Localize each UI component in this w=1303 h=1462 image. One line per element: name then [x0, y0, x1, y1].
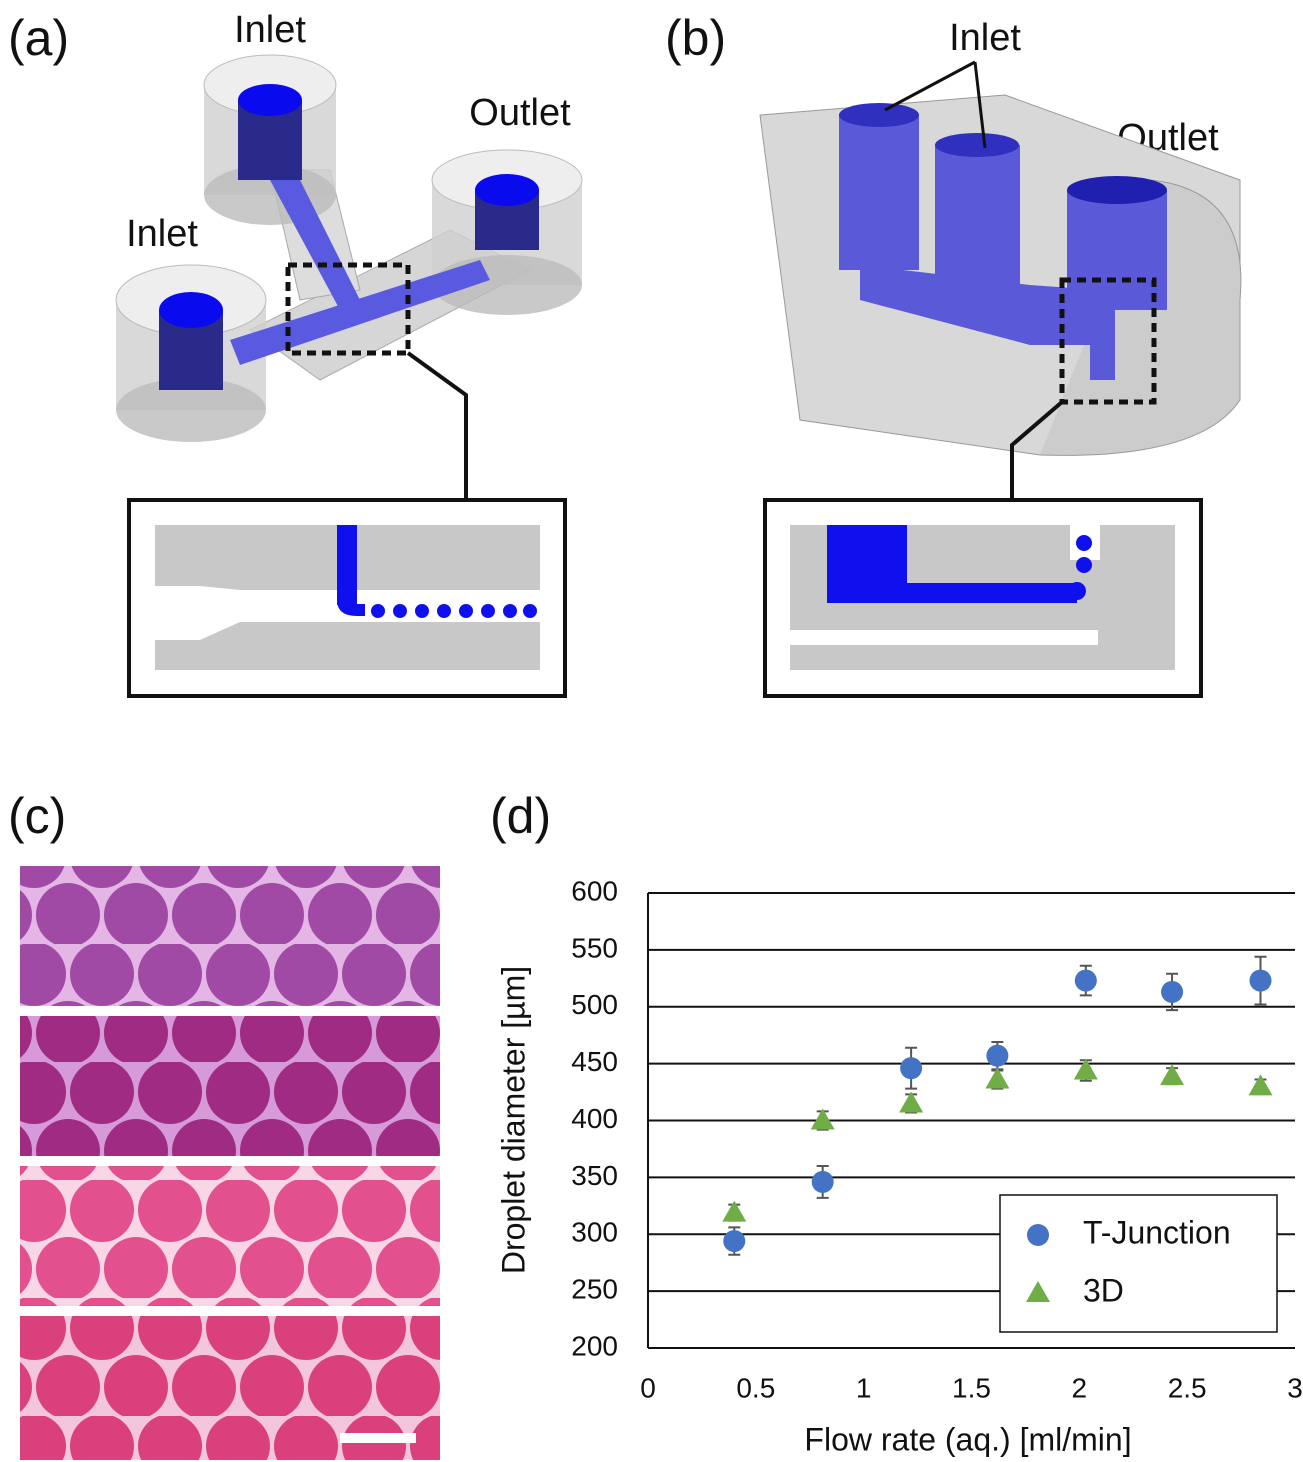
photo	[20, 1166, 440, 1306]
x-axis-label: Flow rate (aq.) [ml/min]	[804, 1421, 1131, 1457]
panel-c: (c)	[8, 788, 440, 1460]
data-point	[986, 1045, 1008, 1067]
y-tick-label: 400	[571, 1103, 618, 1134]
annotation: Inlet	[126, 213, 198, 255]
annotation: Outlet	[469, 92, 571, 134]
data-point	[1074, 1058, 1098, 1079]
x-tick-label: 0.5	[736, 1372, 775, 1403]
legend-label: 3D	[1083, 1272, 1124, 1308]
data-point	[811, 1109, 835, 1130]
panel-label: (b)	[665, 10, 726, 66]
data-point	[1248, 1074, 1272, 1095]
panel-label: (c)	[8, 788, 66, 844]
legend-label: T-Junction	[1083, 1214, 1231, 1250]
data-point	[900, 1057, 922, 1079]
x-tick-label: 2	[1072, 1372, 1088, 1403]
data-point	[1161, 981, 1183, 1003]
device-a	[116, 55, 582, 696]
photo	[20, 866, 440, 1006]
data-point	[722, 1201, 746, 1222]
y-tick-label: 550	[571, 932, 618, 963]
annotation: Inlet	[949, 17, 1021, 59]
y-tick-label: 500	[571, 989, 618, 1020]
data-point	[812, 1171, 834, 1193]
x-tick-label: 3	[1287, 1372, 1303, 1403]
y-axis-label: Droplet diameter [µm]	[495, 966, 531, 1274]
panel-a: (a) Inlet Outlet Inlet	[8, 9, 582, 696]
legend-marker	[1027, 1224, 1049, 1246]
y-tick-label: 350	[571, 1160, 618, 1191]
y-tick-label: 600	[571, 875, 618, 906]
y-tick-label: 200	[571, 1330, 618, 1361]
panel-d: (d) 200 250 300 350 400 450 500 550 600 0 0.5 1 1.5 2…	[490, 788, 1303, 1457]
data-point	[1249, 970, 1271, 992]
x-tick-label: 1	[856, 1372, 872, 1403]
figure: (a) Inlet Outlet Inlet	[0, 0, 1303, 1462]
data-point	[1075, 970, 1097, 992]
y-tick-label: 300	[571, 1217, 618, 1248]
panel-label: (d)	[490, 788, 551, 844]
x-tick-label: 1.5	[952, 1372, 991, 1403]
panel-b: (b) Inlet Outlet	[665, 10, 1241, 696]
y-tick-label: 450	[571, 1046, 618, 1077]
x-tick-label: 2.5	[1168, 1372, 1207, 1403]
y-tick-label: 250	[571, 1274, 618, 1305]
data-point	[723, 1230, 745, 1252]
data-point	[1160, 1064, 1184, 1085]
x-tick-label: 0	[640, 1372, 656, 1403]
panel-label: (a)	[8, 10, 69, 66]
scale-bar	[340, 1433, 416, 1443]
data-point	[985, 1068, 1009, 1089]
data-point	[899, 1091, 923, 1112]
annotation: Inlet	[234, 9, 306, 51]
photo	[20, 1016, 440, 1156]
device-b	[760, 62, 1241, 696]
